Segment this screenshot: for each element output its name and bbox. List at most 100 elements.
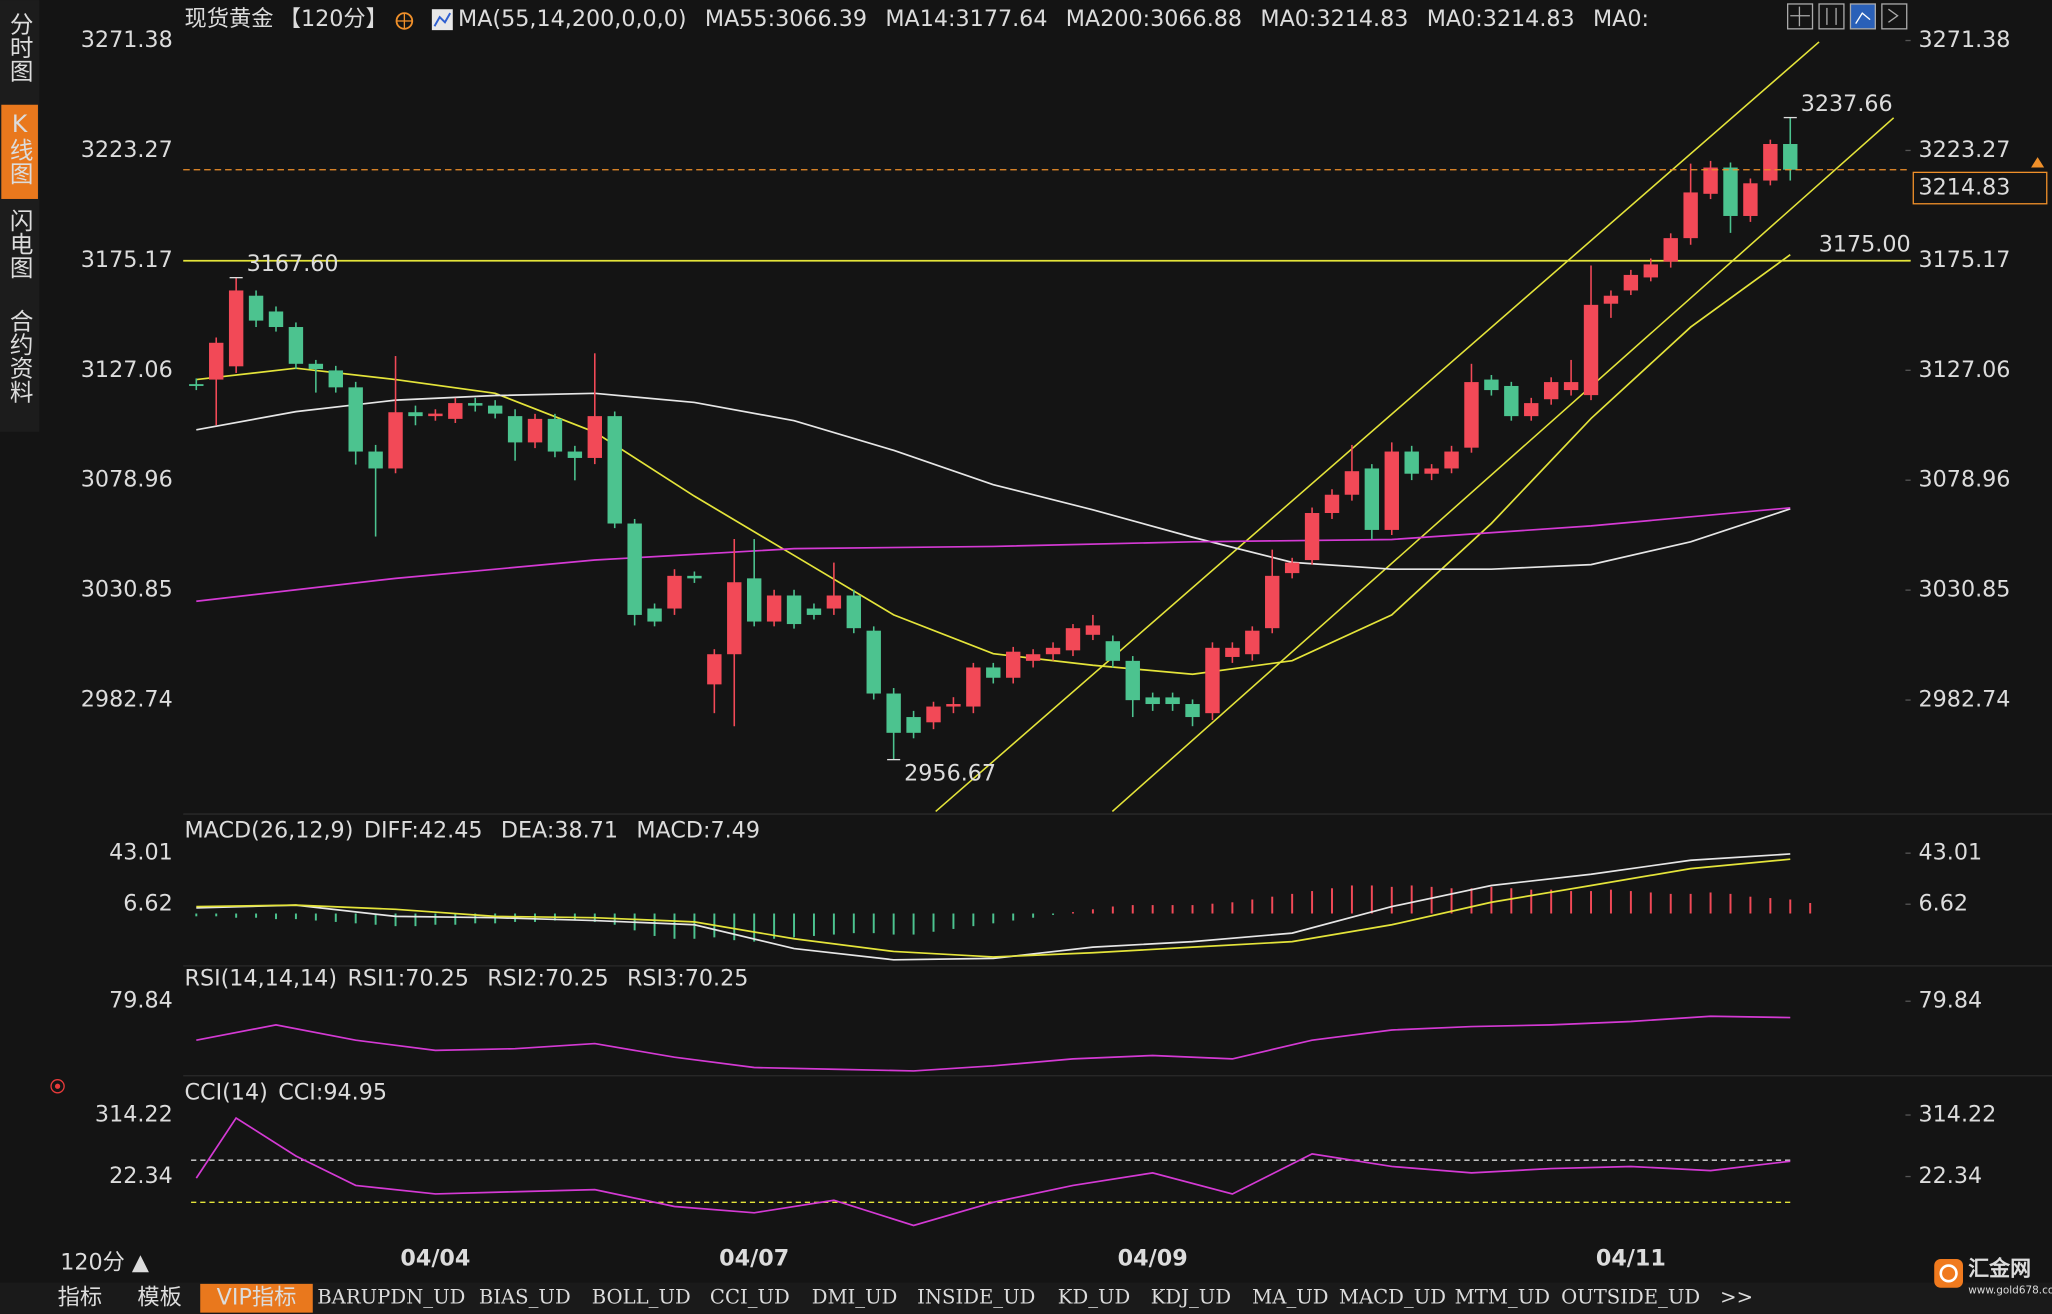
candle-body xyxy=(746,578,762,622)
y-tick-label-right: 3175.17 xyxy=(1919,247,2011,273)
candle-body xyxy=(547,418,563,452)
x-tick-label: 04/07 xyxy=(719,1245,789,1271)
candle-body xyxy=(627,523,642,615)
legend-item: MA55:3066.39 xyxy=(705,6,867,32)
bottom-tab[interactable]: VIP指标 xyxy=(217,1285,297,1311)
add-icon[interactable] xyxy=(395,12,414,30)
candle-body xyxy=(189,384,204,386)
y-tick-label: 3271.38 xyxy=(81,27,173,53)
bottom-tab[interactable]: KD_UD xyxy=(1058,1286,1130,1309)
candle-body xyxy=(487,405,503,414)
last-price-box xyxy=(1912,171,2048,205)
bottom-bar xyxy=(0,1282,2052,1314)
y-tick-label-right: 3030.85 xyxy=(1919,577,2011,603)
y-tick-label: 3078.96 xyxy=(81,467,173,493)
indicator-line xyxy=(196,254,1791,676)
y-tick-label-right: 314.22 xyxy=(1919,1102,1997,1128)
legend-item: MACD:7.49 xyxy=(636,818,760,844)
extreme-label: 3237.66 xyxy=(1801,91,1893,117)
bottom-tab[interactable]: MACD_UD xyxy=(1339,1286,1446,1309)
legend-item: CCI:94.95 xyxy=(278,1079,387,1105)
candle-body xyxy=(1484,379,1499,391)
last-price-label: 3214.83 xyxy=(1919,175,2011,201)
candle-body xyxy=(1125,660,1140,701)
candle-body xyxy=(1763,143,1778,181)
panel-title: RSI(14,14,14) xyxy=(185,965,337,991)
y-tick-label-right: 6.62 xyxy=(1919,891,1969,917)
legend-item: MA0:3214.83 xyxy=(1260,6,1408,32)
candle-body xyxy=(986,667,1001,678)
indicator-icon[interactable] xyxy=(431,9,453,31)
candle-body xyxy=(886,693,901,733)
legend-item: RSI2:70.25 xyxy=(487,965,608,991)
y-tick-label: 3127.06 xyxy=(81,357,173,383)
candle-body xyxy=(707,654,722,685)
y-tick-label-right: 3127.06 xyxy=(1919,357,2011,383)
candle-body xyxy=(1743,183,1758,216)
candle-body xyxy=(1444,451,1459,469)
candle-body xyxy=(1404,451,1419,474)
candle-body xyxy=(1643,264,1658,278)
bottom-tab[interactable]: CCI_UD xyxy=(710,1286,790,1309)
legend-item: DIFF:42.45 xyxy=(364,818,483,844)
bottom-tab[interactable]: BARUPDN_UD xyxy=(317,1286,465,1309)
candle-body xyxy=(1464,382,1479,448)
candle-body xyxy=(1065,628,1081,651)
y-tick-label-right: 22.34 xyxy=(1919,1163,1983,1189)
side-tab[interactable]: 合约资料 xyxy=(6,309,34,404)
y-tick-label: 2982.74 xyxy=(81,687,173,713)
bottom-tab[interactable]: INSIDE_UD xyxy=(917,1286,1035,1309)
alert-icon xyxy=(50,1079,65,1094)
bottom-tab[interactable]: BOLL_UD xyxy=(592,1286,691,1309)
legend-item: RSI1:70.25 xyxy=(347,965,468,991)
candle-body xyxy=(1583,304,1599,396)
indicator-line xyxy=(196,1015,1791,1072)
toolbar-icons[interactable] xyxy=(1786,3,1908,30)
tab-active xyxy=(200,1283,313,1313)
indicator-line xyxy=(196,506,1791,603)
candle-body xyxy=(1324,494,1340,514)
bottom-tab[interactable]: MTM_UD xyxy=(1455,1286,1550,1309)
sidebar xyxy=(0,0,40,432)
candle-body xyxy=(647,608,662,622)
bottom-tab[interactable]: >> xyxy=(1720,1286,1753,1309)
bottom-tab[interactable]: MA_UD xyxy=(1252,1286,1328,1309)
panel-title: MACD(26,12,9) xyxy=(185,818,354,844)
y-tick-label-right: 3223.27 xyxy=(1919,137,2011,163)
bottom-tab[interactable]: DMI_UD xyxy=(812,1286,898,1309)
candle-body xyxy=(1006,651,1021,678)
bottom-tab[interactable]: BIAS_UD xyxy=(479,1286,571,1309)
candle-body xyxy=(1663,238,1678,262)
side-tab[interactable]: 闪电图 xyxy=(6,208,34,279)
candle-body xyxy=(1344,471,1360,495)
extreme-label: 2956.67 xyxy=(904,761,996,787)
logo-name: 汇金网 xyxy=(1968,1256,2031,1280)
bottom-tab[interactable]: KDJ_UD xyxy=(1151,1286,1231,1309)
candle-body xyxy=(667,575,682,609)
bottom-tab[interactable]: OUTSIDE_UD xyxy=(1561,1286,1700,1309)
side-tab[interactable]: 分时图 xyxy=(6,12,34,83)
support-label: 3175.00 xyxy=(1819,232,1911,258)
y-tick-label: 6.62 xyxy=(123,891,173,917)
y-tick-label-right: 43.01 xyxy=(1919,840,1983,866)
logo-icon xyxy=(1934,1258,1964,1288)
extreme-label: 3167.60 xyxy=(247,251,339,277)
candle-body xyxy=(388,412,403,469)
candle-body xyxy=(1384,451,1399,530)
candle-body xyxy=(727,582,742,655)
y-tick-label: 314.22 xyxy=(95,1102,173,1128)
period-switch[interactable]: 120分 ▲ xyxy=(60,1249,150,1275)
candle-body xyxy=(846,595,862,629)
y-tick-label: 22.34 xyxy=(109,1163,173,1189)
bottom-tab[interactable]: 模板 xyxy=(137,1285,181,1311)
y-tick-label: 3175.17 xyxy=(81,247,173,273)
candle-body xyxy=(926,706,941,723)
legend-item: MA(55,14,200,0,0,0) xyxy=(458,6,687,32)
legend-item: MA14:3177.64 xyxy=(885,6,1047,32)
bottom-tab[interactable]: 指标 xyxy=(58,1285,102,1311)
side-tab[interactable]: K线图 xyxy=(6,110,34,185)
candle-body xyxy=(1265,575,1280,629)
candle-body xyxy=(687,575,702,579)
